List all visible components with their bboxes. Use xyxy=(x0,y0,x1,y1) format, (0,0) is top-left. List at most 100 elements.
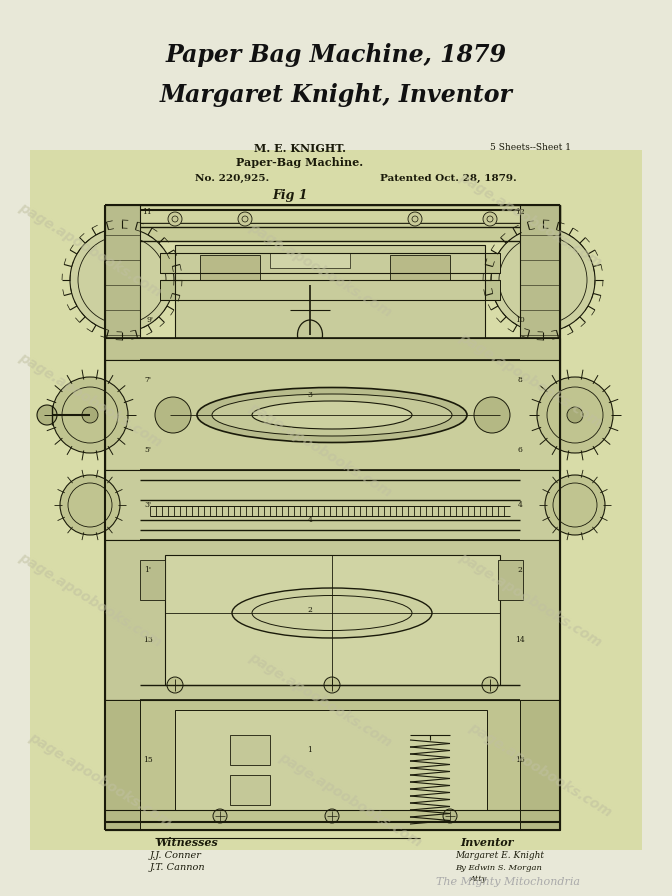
Circle shape xyxy=(82,407,98,423)
Text: 1': 1' xyxy=(144,566,151,574)
Text: Witnesses: Witnesses xyxy=(155,838,218,849)
Circle shape xyxy=(325,809,339,823)
Bar xyxy=(200,255,260,280)
Text: 9': 9' xyxy=(146,316,153,324)
Circle shape xyxy=(408,212,422,226)
Bar xyxy=(175,710,487,810)
Text: 2: 2 xyxy=(517,566,522,574)
Text: 2: 2 xyxy=(308,606,312,614)
Text: M. E. KNIGHT.: M. E. KNIGHT. xyxy=(254,142,346,153)
Bar xyxy=(390,255,450,280)
Text: Margaret E. Knight: Margaret E. Knight xyxy=(455,851,544,860)
Text: page.apoobooks.com: page.apoobooks.com xyxy=(456,550,604,650)
Text: Atty: Atty xyxy=(470,875,487,883)
Circle shape xyxy=(537,377,613,453)
Circle shape xyxy=(535,272,551,288)
Circle shape xyxy=(37,405,57,425)
Text: J.J. Conner: J.J. Conner xyxy=(150,851,202,860)
Circle shape xyxy=(168,212,182,226)
Circle shape xyxy=(567,407,583,423)
Ellipse shape xyxy=(298,320,323,350)
Bar xyxy=(140,560,165,600)
Bar xyxy=(165,555,500,685)
Text: page.apoobooks.com: page.apoobooks.com xyxy=(246,401,394,500)
Text: page.apoobooks.com: page.apoobooks.com xyxy=(456,330,604,430)
Bar xyxy=(160,253,500,273)
Circle shape xyxy=(443,809,457,823)
Text: 3: 3 xyxy=(308,391,312,399)
Text: 13: 13 xyxy=(143,636,153,644)
Circle shape xyxy=(483,212,497,226)
Bar xyxy=(230,735,270,765)
Text: 7': 7' xyxy=(144,376,151,384)
Bar xyxy=(105,470,560,540)
Text: 1: 1 xyxy=(308,746,312,754)
Bar xyxy=(498,560,523,600)
Circle shape xyxy=(52,377,128,453)
Bar xyxy=(270,253,350,268)
Circle shape xyxy=(491,228,595,332)
Bar xyxy=(30,150,642,850)
Bar xyxy=(105,223,560,241)
Circle shape xyxy=(238,212,252,226)
Bar xyxy=(105,540,560,700)
Bar xyxy=(520,205,560,360)
Circle shape xyxy=(114,272,130,288)
Text: 15: 15 xyxy=(143,756,153,764)
Text: 5 Sheets--Sheet 1: 5 Sheets--Sheet 1 xyxy=(489,143,571,152)
Circle shape xyxy=(167,677,183,693)
Text: 16: 16 xyxy=(515,756,525,764)
Ellipse shape xyxy=(197,387,467,443)
Text: 11': 11' xyxy=(142,208,154,216)
Text: page.apoobooks.com: page.apoobooks.com xyxy=(16,200,164,300)
Text: page.apoobooks.com: page.apoobooks.com xyxy=(246,220,394,320)
Text: page.apoobooks.com: page.apoobooks.com xyxy=(466,720,614,820)
Text: page.apoobooks.com: page.apoobooks.com xyxy=(246,650,394,750)
Text: J.T. Cannon: J.T. Cannon xyxy=(150,864,206,873)
Text: Patented Oct. 28, 1879.: Patented Oct. 28, 1879. xyxy=(380,174,517,183)
Bar xyxy=(175,245,485,355)
Circle shape xyxy=(474,397,510,433)
Circle shape xyxy=(155,397,191,433)
Bar xyxy=(105,700,560,830)
Circle shape xyxy=(482,677,498,693)
Text: page.apoobooks.com: page.apoobooks.com xyxy=(276,750,424,850)
Text: 14: 14 xyxy=(515,636,525,644)
Text: Inventor: Inventor xyxy=(460,838,513,849)
Text: 12: 12 xyxy=(515,208,525,216)
Bar xyxy=(105,700,140,830)
Circle shape xyxy=(213,809,227,823)
Circle shape xyxy=(70,228,174,332)
Text: 4: 4 xyxy=(517,501,522,509)
Text: 4: 4 xyxy=(308,516,312,524)
Text: 6: 6 xyxy=(517,446,522,454)
Circle shape xyxy=(545,475,605,535)
Text: Paper Bag Machine, 1879: Paper Bag Machine, 1879 xyxy=(165,43,507,67)
Circle shape xyxy=(324,677,340,693)
Text: By Edwin S. Morgan: By Edwin S. Morgan xyxy=(455,864,542,872)
Circle shape xyxy=(60,475,120,535)
Text: Paper-Bag Machine.: Paper-Bag Machine. xyxy=(237,158,364,168)
Text: No. 220,925.: No. 220,925. xyxy=(195,174,269,183)
Text: page.apoobooks.com: page.apoobooks.com xyxy=(16,550,164,650)
Text: 5': 5' xyxy=(144,446,151,454)
Text: page.apoobooks.com: page.apoobooks.com xyxy=(456,170,604,270)
Bar xyxy=(230,775,270,805)
Bar xyxy=(105,360,560,470)
Ellipse shape xyxy=(252,401,412,429)
Text: 3': 3' xyxy=(144,501,152,509)
Ellipse shape xyxy=(212,394,452,436)
Bar xyxy=(105,205,140,360)
Text: Fig 1: Fig 1 xyxy=(272,189,308,202)
Ellipse shape xyxy=(232,588,432,638)
Bar xyxy=(105,205,560,223)
Text: page.apoobooks.com: page.apoobooks.com xyxy=(26,730,174,830)
Text: 10: 10 xyxy=(515,316,525,324)
Bar xyxy=(105,338,560,360)
Text: The Mighty Mitochondria: The Mighty Mitochondria xyxy=(436,877,580,887)
Bar xyxy=(160,280,500,300)
Text: 8: 8 xyxy=(517,376,522,384)
Bar xyxy=(520,700,560,830)
Text: Margaret Knight, Inventor: Margaret Knight, Inventor xyxy=(159,83,513,107)
Text: page.apoobooks.com: page.apoobooks.com xyxy=(16,350,164,450)
